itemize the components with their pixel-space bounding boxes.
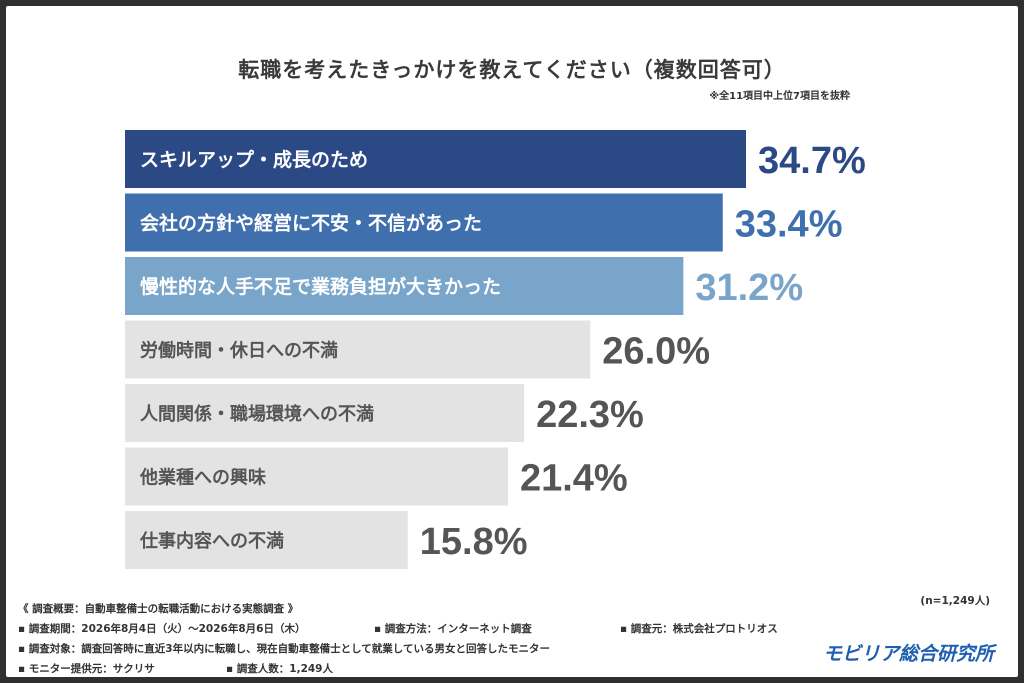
survey-count: ▪ 調査人数：1,249人 <box>226 663 333 675</box>
chart-card: 転職を考えたきっかけを教えてください（複数回答可） ※全11項目中上位7項目を抜… <box>6 6 1018 677</box>
bar-5 <box>125 384 525 442</box>
value-label-7: 15.8% <box>420 521 528 563</box>
survey-org: ▪ 調査元：株式会社プロトリオス <box>620 623 778 635</box>
value-label-4: 26.0% <box>602 331 710 373</box>
brand-logo: モビリア総合研究所 <box>823 643 995 665</box>
bar-label-6: 他業種への興味 <box>139 467 266 489</box>
sample-size: (n=1,249人) <box>920 595 990 607</box>
monitor-provider: ▪ モニター提供元：サクリサ <box>18 663 155 675</box>
bar-7 <box>125 511 408 569</box>
bar-label-7: 仕事内容への不満 <box>139 530 284 552</box>
value-label-5: 22.3% <box>536 394 644 436</box>
bar-2 <box>125 193 723 252</box>
bar-4 <box>125 320 591 379</box>
bar-label-3: 慢性的な人手不足で業務負担が大きかった <box>140 275 501 298</box>
chart-title: 転職を考えたきっかけを教えてください（複数回答可） <box>238 58 786 82</box>
chart-note: ※全11項目中上位7項目を抜粋 <box>709 91 850 102</box>
survey-method: ▪ 調査方法：インターネット調査 <box>374 623 532 635</box>
bar-label-5: 人間関係・職場環境への不満 <box>140 403 374 425</box>
value-label-2: 33.4% <box>735 204 843 246</box>
bar-label-4: 労働時間・休日への不満 <box>140 340 338 362</box>
bar-3 <box>125 257 684 315</box>
value-label-1: 34.7% <box>758 140 866 182</box>
value-label-6: 21.4% <box>520 458 628 500</box>
bar-1 <box>125 130 746 188</box>
survey-overview: 《 調査概要：自動車整備士の転職活動における実態調査 》 <box>18 603 299 615</box>
bar-chart: スキルアップ・成長のため 34.7% 会社の方針や経営に不安・不信があった 33.4%… <box>125 130 866 569</box>
bar-6 <box>125 447 508 506</box>
bar-label-2: 会社の方針や経営に不安・不信があった <box>140 212 482 235</box>
bar-label-1: スキルアップ・成長のため <box>140 148 368 171</box>
survey-target: ▪ 調査対象：調査回答時に直近3年以内に転職し、現在自動車整備士として就業してい… <box>18 643 550 655</box>
value-label-3: 31.2% <box>695 267 803 309</box>
survey-period: ▪ 調査期間：2026年8月4日（火）〜2026年8月6日（木） <box>18 623 306 635</box>
